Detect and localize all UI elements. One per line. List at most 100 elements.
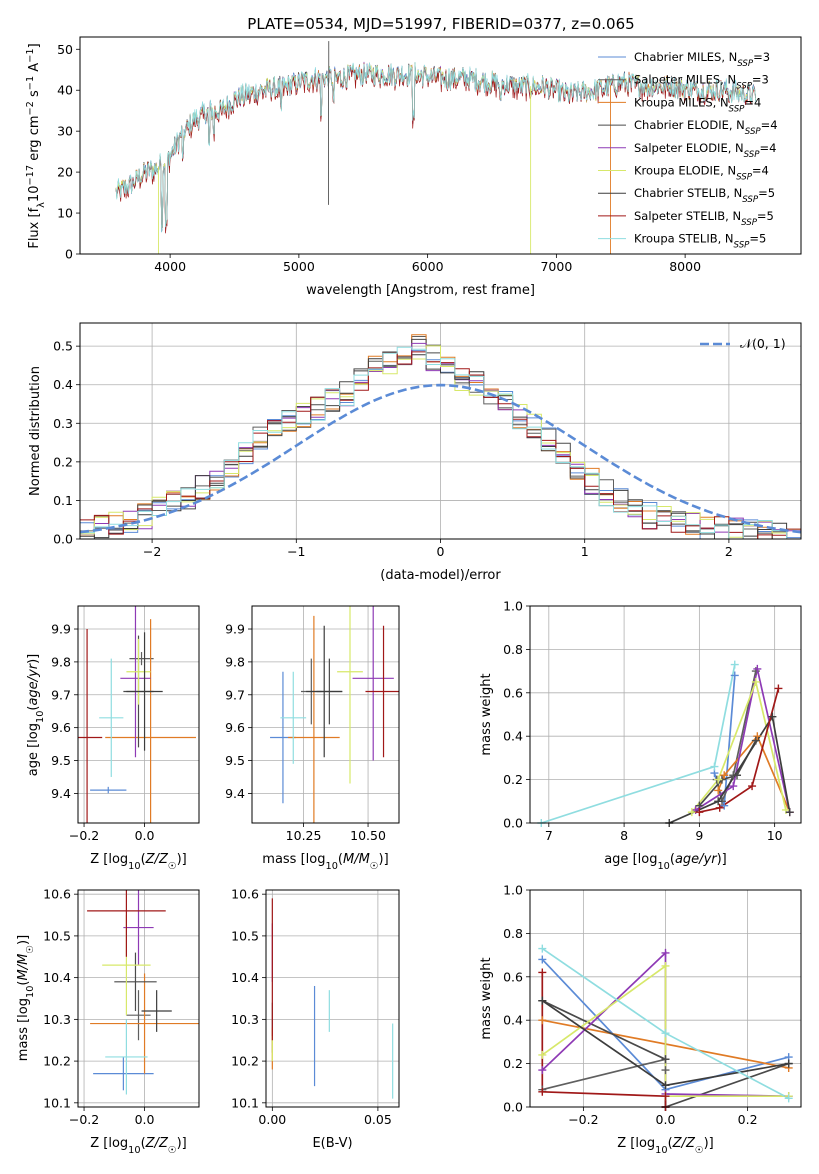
y-tick-label: 0.2 (53, 454, 73, 469)
mass-vs-ebv-axes: 0.00 0.05 10.1 10.2 10.3 10.4 10.5 10.6 E(B-V) (231, 887, 400, 1151)
y-tick-label: 0.4 (53, 377, 73, 392)
x-axis-label: Z [log10(Z/Z☉)] (90, 1136, 187, 1156)
x-tick-label: −2 (143, 544, 161, 559)
legend-label: Salpeter STELIB, NSSP=5 (634, 209, 774, 228)
y-tick-label: 9.9 (51, 622, 71, 637)
legend-label: Kroupa STELIB, NSSP=5 (634, 232, 766, 251)
weight-marker (784, 1059, 793, 1068)
y-tick-label: 9.6 (51, 720, 71, 735)
weight-marker (729, 782, 738, 791)
x-tick-label: 10.25 (286, 828, 322, 843)
weight-marker (538, 1050, 547, 1059)
y-tick-label: 0.8 (503, 926, 523, 941)
spectrum-axes: 4000 5000 6000 7000 8000 0 10 20 30 40 50 wavelengt… (25, 36, 802, 298)
plot-frame (77, 605, 200, 824)
x-tick-label: 0.0 (135, 1112, 155, 1127)
x-tick-label: 2 (725, 544, 733, 559)
weight-marker (715, 803, 724, 812)
normal-curve (80, 383, 801, 534)
y-tick-label: 0.8 (503, 642, 523, 657)
y-tick-label: 9.4 (51, 786, 71, 801)
y-tick-label: 10.5 (43, 928, 71, 943)
x-axis-label: Z [log10(Z/Z☉)] (90, 852, 187, 872)
weight-marker (661, 948, 670, 957)
x-axis-label: Z [log10(Z/Z☉)] (617, 1136, 714, 1156)
plot-frame (79, 322, 802, 540)
weight-marker (730, 660, 739, 669)
y-tick-label: 9.8 (51, 654, 71, 669)
x-axis-label: wavelength [Angstrom, rest frame] (306, 283, 535, 298)
weight-marker (733, 771, 742, 780)
plot-area (541, 664, 791, 823)
x-tick-label: 0.0 (135, 828, 155, 843)
weight-vs-age-axes: 7 8 9 10 0.0 0.2 0.4 0.6 0.8 1.0 age [log10(age/yr… (479, 599, 802, 872)
legend: 𝒩(0, 1) (700, 336, 786, 351)
weight-marker (784, 1094, 793, 1103)
legend-label: Chabrier ELODIE, NSSP=4 (634, 118, 778, 137)
plot-area (115, 41, 757, 254)
y-tick-label: 1.0 (503, 883, 523, 898)
histogram-series-chabrier_stelib (80, 351, 801, 539)
x-axis-label: E(B-V) (312, 1136, 352, 1151)
weight-marker (714, 797, 723, 806)
y-tick-label: 10.5 (231, 928, 259, 943)
x-axis-label: age [log10(age/yr)] (604, 852, 727, 872)
y-tick-label: 20 (57, 165, 73, 180)
weight-marker (774, 684, 783, 693)
x-tick-label: 8000 (669, 259, 701, 274)
x-tick-label: −0.2 (568, 1112, 598, 1127)
y-axis-label: mass weight (479, 673, 494, 755)
histogram-series-kroupa_elodie (80, 345, 801, 538)
x-tick-label: 10 (767, 828, 783, 843)
y-tick-label: 0 (65, 247, 73, 262)
legend-label: Chabrier MILES, NSSP=3 (634, 50, 770, 69)
x-tick-label: 0 (437, 544, 445, 559)
y-axis-label: mass [log10(M/M☉)] (16, 935, 36, 1061)
y-axis-label: age [log10(age/yr)] (26, 654, 46, 777)
age-vs-z-axes: −0.2 0.0 9.4 9.5 9.6 9.7 9.8 9.9 Z [log10(Z/Z☉)]… (26, 605, 200, 872)
y-tick-label: 10.6 (43, 887, 71, 902)
weight-marker (538, 944, 547, 953)
weight-marker (785, 808, 794, 817)
weight-marker (710, 762, 719, 771)
weight-line-salpeter_stelib (541, 972, 667, 1107)
plot-frame (77, 889, 200, 1108)
x-axis-label: mass [log10(M/M☉)] (262, 852, 388, 872)
chart-area: 4000 5000 6000 7000 800001020304050wavelengt… (16, 36, 802, 1156)
spectrum-line-kroupa_stelib (115, 61, 757, 233)
x-tick-label: 5000 (283, 259, 315, 274)
y-tick-label: 0.4 (503, 1013, 523, 1028)
weight-marker (751, 736, 760, 745)
x-tick-label: 7000 (540, 259, 572, 274)
y-axis-label: Normed distribution (28, 366, 43, 496)
plot-area (270, 606, 399, 823)
plot-frame (265, 889, 400, 1108)
y-tick-label: 10.6 (231, 887, 259, 902)
y-tick-label: 10 (57, 206, 73, 221)
weight-marker (720, 801, 729, 810)
y-tick-label: 10.4 (231, 970, 259, 985)
y-tick-label: 0.2 (503, 772, 523, 787)
weight-marker (714, 786, 723, 795)
weight-marker (538, 1087, 547, 1096)
y-tick-label: 10.1 (43, 1095, 71, 1110)
legend-label: 𝒩(0, 1) (740, 336, 786, 351)
plot-area (87, 890, 199, 1095)
weight-marker (661, 961, 670, 970)
plot-area (271, 898, 394, 1099)
x-tick-label: 10.50 (350, 828, 386, 843)
x-tick-label: 0.00 (258, 1112, 286, 1127)
weight-marker (687, 808, 696, 817)
weight-marker (661, 1029, 670, 1038)
weight-marker (768, 712, 777, 721)
weight-marker (538, 1066, 547, 1075)
legend-label: Salpeter ELODIE, NSSP=4 (634, 141, 776, 160)
histogram-axes: −2 −1 0 1 2 0.0 0.1 0.2 0.3 0.4 0.5 (data-model)/er… (28, 322, 802, 583)
plot-area (78, 606, 196, 823)
weight-line-salpeter_stelib (699, 688, 780, 813)
weight-marker (720, 771, 729, 780)
y-tick-label: 9.9 (225, 622, 245, 637)
y-tick-label: 50 (57, 42, 73, 57)
y-tick-label: 9.6 (225, 720, 245, 735)
x-axis-label: (data-model)/error (380, 568, 501, 583)
